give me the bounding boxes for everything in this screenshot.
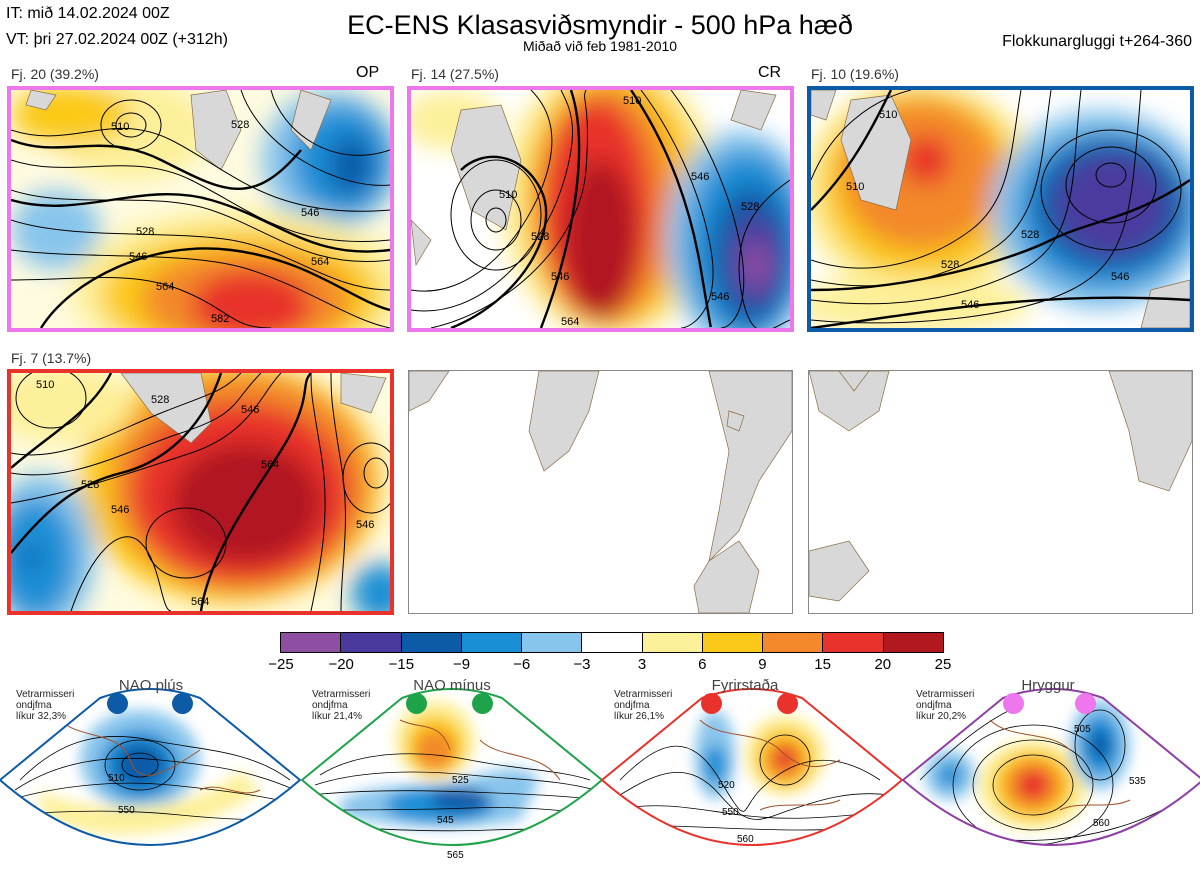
colorbar-segment bbox=[823, 633, 884, 652]
regime-info-nao-plus: Vetrarmisseri ondjfma líkur 32,3% bbox=[16, 689, 75, 722]
contour-label: 546 bbox=[1111, 271, 1129, 283]
page-title: EC-ENS Klasasviðsmyndir - 500 hPa hæð bbox=[347, 10, 853, 40]
contour-label: 510 bbox=[108, 773, 125, 784]
contour-label: 525 bbox=[452, 775, 469, 786]
colorbar-tick-label: −15 bbox=[388, 656, 415, 673]
contour-label: 510 bbox=[846, 181, 864, 193]
colorbar-tick-label: −3 bbox=[573, 656, 591, 673]
contour-label: 564 bbox=[191, 596, 209, 608]
colorbar-segment bbox=[341, 633, 402, 652]
contour-label: 510 bbox=[623, 95, 641, 107]
contour-label: 582 bbox=[211, 313, 229, 325]
contour-label: 510 bbox=[879, 109, 897, 121]
cluster-tag-op: OP bbox=[356, 64, 380, 81]
contour-label: 520 bbox=[718, 780, 735, 791]
colorbar-tick-label: 9 bbox=[758, 656, 767, 673]
classification-window: Flokkunargluggi t+264-360 bbox=[1002, 33, 1192, 50]
cluster-map-2: 510 510 528 528 546 546 546 564 bbox=[407, 86, 794, 332]
valid-time: VT: þri 27.02.2024 00Z (+312h) bbox=[6, 31, 228, 48]
colorbar-segment bbox=[401, 633, 462, 652]
regime-dot bbox=[172, 693, 193, 714]
contour-label: 546 bbox=[129, 251, 147, 263]
colorbar-tick-label: −9 bbox=[452, 656, 471, 673]
cluster-label-2: Fj. 14 (27.5%) bbox=[411, 66, 499, 82]
initial-time: IT: mið 14.02.2024 00Z bbox=[6, 5, 170, 22]
colorbar-tick-label: 6 bbox=[698, 656, 707, 673]
contour-label: 510 bbox=[111, 121, 129, 133]
colorbar-segment bbox=[883, 633, 943, 652]
contour-label: 560 bbox=[1093, 818, 1110, 829]
regime-name-nao-minus: NAO mínus bbox=[413, 677, 491, 694]
colorbar-tick-label: 3 bbox=[637, 656, 647, 673]
regime-name-blocking: Fyrirstaða bbox=[711, 677, 779, 694]
contour-label: 546 bbox=[241, 404, 259, 416]
colorbar-segment bbox=[763, 633, 824, 652]
regime-info-ridge: Vetrarmisseri ondjfma líkur 20,2% bbox=[916, 689, 975, 722]
contour-label: 565 bbox=[447, 850, 464, 861]
cluster-label-4: Fj. 7 (13.7%) bbox=[11, 350, 92, 366]
contour-label: 546 bbox=[301, 207, 319, 219]
contour-label: 510 bbox=[36, 379, 54, 391]
contour-label: 528 bbox=[231, 119, 249, 131]
regime-dot bbox=[701, 693, 722, 714]
contour-label: 528 bbox=[81, 479, 99, 491]
colorbar-tick-label: −25 bbox=[268, 656, 294, 673]
regime-dot bbox=[406, 693, 427, 714]
regime-dot bbox=[1003, 693, 1024, 714]
colorbar-tick-label: −20 bbox=[328, 656, 354, 673]
contour-label: 528 bbox=[1021, 229, 1039, 241]
contour-label: 546 bbox=[111, 504, 129, 516]
contour-label: 564 bbox=[561, 316, 579, 328]
contour-label: 564 bbox=[261, 459, 279, 471]
colorbar-segment bbox=[642, 633, 703, 652]
contour-label: 535 bbox=[1129, 776, 1146, 787]
colorbar-tick-label: 25 bbox=[934, 656, 952, 673]
contour-label: 550 bbox=[722, 807, 739, 818]
contour-label: 546 bbox=[961, 299, 979, 311]
cluster-label-1: Fj. 20 (39.2%) bbox=[11, 66, 99, 82]
contour-label: 560 bbox=[737, 834, 754, 845]
regime-dot bbox=[472, 693, 493, 714]
contour-label: 546 bbox=[356, 519, 374, 531]
cluster-label-3: Fj. 10 (19.6%) bbox=[811, 66, 899, 82]
colorbar-segment bbox=[582, 633, 643, 652]
colorbar-segment bbox=[522, 633, 583, 652]
contour-label: 546 bbox=[711, 291, 729, 303]
colorbar-segment bbox=[461, 633, 523, 652]
colorbar-segment bbox=[702, 633, 764, 652]
empty-map-2 bbox=[808, 370, 1193, 614]
cluster-map-4: 510 528 528 546 546 546 564 564 bbox=[7, 369, 394, 615]
contour-label: 505 bbox=[1074, 724, 1091, 735]
colorbar-tick-label: −6 bbox=[513, 656, 531, 673]
contour-label: 550 bbox=[118, 805, 135, 816]
colorbar bbox=[280, 632, 944, 653]
empty-map-1 bbox=[408, 370, 793, 614]
regime-panels: 510 550 525 545 565 bbox=[0, 688, 1200, 861]
contour-label: 528 bbox=[741, 201, 759, 213]
regime-info-nao-minus: Vetrarmisseri ondjfma líkur 21,4% bbox=[312, 689, 371, 722]
contour-label: 564 bbox=[311, 256, 329, 268]
colorbar-segment bbox=[281, 633, 342, 652]
contour-label: 545 bbox=[437, 815, 454, 826]
cluster-map-3: 510 510 528 528 546 546 bbox=[807, 86, 1194, 332]
cluster-tag-cr: CR bbox=[758, 64, 782, 81]
contour-label: 564 bbox=[156, 281, 174, 293]
regime-dot bbox=[1075, 693, 1096, 714]
regime-dot bbox=[777, 693, 798, 714]
regime-dot bbox=[107, 693, 128, 714]
contour-label: 528 bbox=[136, 226, 154, 238]
regime-name-ridge: Hryggur bbox=[1021, 677, 1075, 694]
page-subtitle: Miðað við feb 1981-2010 bbox=[522, 38, 678, 54]
contour-label: 528 bbox=[151, 394, 169, 406]
contour-label: 546 bbox=[551, 271, 569, 283]
colorbar-tick-label: 15 bbox=[814, 656, 831, 673]
regime-name-nao-plus: NAO plús bbox=[118, 677, 184, 694]
colorbar-tick-label: 20 bbox=[874, 656, 892, 673]
contour-label: 528 bbox=[531, 231, 549, 243]
regime-info-blocking: Vetrarmisseri ondjfma líkur 26,1% bbox=[614, 689, 673, 722]
contour-label: 546 bbox=[691, 171, 709, 183]
contour-label: 528 bbox=[941, 259, 959, 271]
contour-label: 510 bbox=[499, 189, 517, 201]
cluster-map-1: 510 528 528 546 546 564 564 582 bbox=[7, 86, 394, 332]
